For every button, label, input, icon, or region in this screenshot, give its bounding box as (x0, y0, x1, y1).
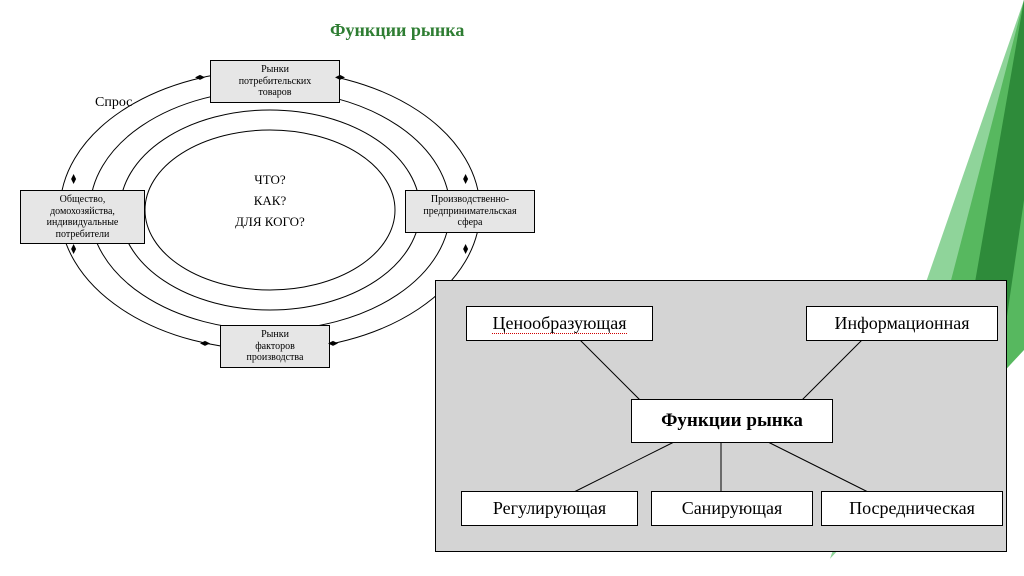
slide: Функции рынка Спрос Рынкипотребительских… (0, 0, 1024, 576)
arrowhead: ◂▸ (328, 340, 338, 348)
fn-top-right: Информационная (806, 306, 998, 341)
node-left: Общество,домохозяйства,индивидуальныепот… (20, 190, 145, 244)
fn-top-left: Ценообразующая (466, 306, 653, 341)
center-questions: ЧТО? КАК? ДЛЯ КОГО? (205, 170, 335, 232)
arrowhead: ◂▸ (335, 74, 345, 82)
fn-top-left-text: Ценообразующая (492, 313, 626, 334)
functions-chart: Ценообразующая Информационная Функции ры… (435, 280, 1007, 552)
slide-title: Функции рынка (330, 20, 464, 41)
arrowhead: ◂▸ (200, 340, 210, 348)
node-top: Рынкипотребительскихтоваров (210, 60, 340, 103)
arrowhead: ◂▸ (69, 174, 77, 184)
arrowhead: ◂▸ (461, 174, 469, 184)
center-q2: КАК? (205, 191, 335, 212)
fn-bottom-right: Посредническая (821, 491, 1003, 526)
center-q3: ДЛЯ КОГО? (205, 212, 335, 233)
arrowhead: ◂▸ (461, 244, 469, 254)
fn-bottom-left: Регулирующая (461, 491, 638, 526)
node-right: Произвoдственно-предпринимательскаясфера (405, 190, 535, 233)
arrowhead: ◂▸ (195, 74, 205, 82)
arrowhead: ◂▸ (69, 244, 77, 254)
center-q1: ЧТО? (205, 170, 335, 191)
fn-bottom-mid: Санирующая (651, 491, 813, 526)
demand-label: Спрос (95, 95, 132, 111)
fn-center: Функции рынка (631, 399, 833, 443)
node-bottom: Рынкифакторовпроизводства (220, 325, 330, 368)
